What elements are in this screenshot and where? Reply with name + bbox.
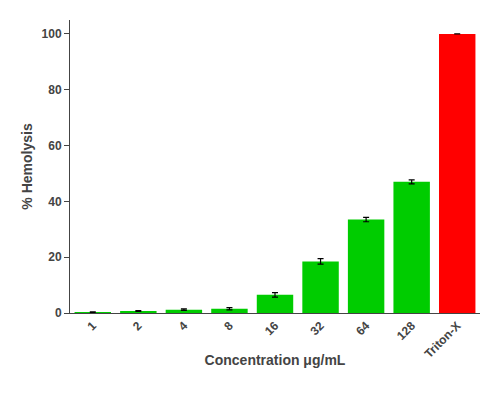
svg-text:128: 128 — [394, 319, 418, 343]
svg-text:2: 2 — [130, 319, 145, 334]
svg-text:0: 0 — [55, 306, 62, 320]
svg-text:60: 60 — [48, 139, 62, 153]
svg-text:1: 1 — [85, 319, 100, 334]
svg-text:16: 16 — [262, 319, 282, 339]
svg-text:4: 4 — [176, 319, 191, 334]
svg-text:20: 20 — [48, 250, 62, 264]
svg-text:Triton-X: Triton-X — [422, 319, 464, 361]
svg-text:40: 40 — [48, 195, 62, 209]
svg-text:64: 64 — [353, 319, 373, 339]
svg-text:8: 8 — [221, 319, 236, 334]
svg-text:100: 100 — [42, 27, 62, 41]
svg-text:80: 80 — [48, 83, 62, 97]
svg-text:% Hemolysis: % Hemolysis — [19, 123, 35, 210]
svg-text:32: 32 — [308, 319, 328, 339]
svg-text:Concentration μg/mL: Concentration μg/mL — [205, 352, 346, 368]
